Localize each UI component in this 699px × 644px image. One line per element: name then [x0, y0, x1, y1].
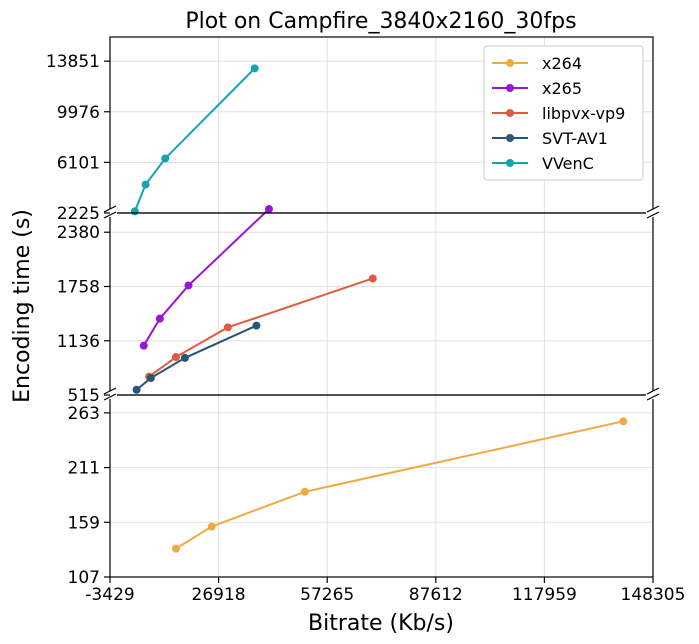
data-point [141, 180, 150, 189]
series-x264 [171, 417, 628, 553]
chart-title: Plot on Campfire_3840x2160_30fps [185, 9, 576, 34]
series-svt-av1 [132, 321, 261, 394]
legend-label: x264 [542, 54, 582, 73]
series-line [175, 420, 624, 550]
data-point [132, 385, 141, 394]
data-point [139, 341, 148, 350]
y-tick-label: 107 [68, 568, 100, 588]
data-point [184, 281, 193, 290]
series-line [142, 208, 270, 347]
legend-label: VVenC [542, 154, 594, 173]
legend-label: libpvx-vp9 [542, 104, 625, 123]
data-point [223, 323, 232, 332]
legend-box [483, 45, 644, 181]
data-point [161, 154, 170, 163]
data-point [155, 314, 164, 323]
data-point [619, 417, 628, 426]
legend-item: VVenC [492, 154, 594, 173]
y-tick-label: 1758 [57, 277, 100, 297]
y-tick-label: 263 [68, 404, 100, 424]
x-tick-label: 117959 [512, 585, 577, 605]
data-point [171, 544, 180, 553]
y-axis: 2225 6101 9976 13851 515 1136 1758 2380 107 159 21… [46, 52, 110, 588]
legend-item: libpvx-vp9 [492, 104, 625, 123]
data-point [368, 274, 377, 283]
series-libpvx-vp9 [145, 274, 377, 381]
legend-item: SVT-AV1 [492, 129, 608, 148]
legend: x264 x265 libpvx-vp9 SVT-AV1 VVenC [483, 45, 644, 181]
data-point [250, 64, 259, 73]
legend-label: x265 [542, 79, 582, 98]
legend-item: x264 [492, 54, 582, 73]
x-axis: -3429 26918 57265 87612 117959 148305 [85, 577, 685, 605]
y-axis-label: Encoding time (s) [10, 209, 35, 403]
x-tick-label: 26918 [192, 585, 246, 605]
data-point [171, 353, 180, 362]
legend-label: SVT-AV1 [542, 129, 608, 148]
series-vvenc [130, 64, 259, 216]
data-point [130, 207, 139, 216]
y-tick-label: 1136 [57, 332, 100, 352]
series-x265 [139, 205, 273, 350]
series-line [133, 67, 256, 212]
data-point [207, 522, 216, 531]
y-tick-label: 159 [68, 513, 100, 533]
series-line [135, 324, 257, 391]
data-point [146, 373, 155, 382]
series-layer [130, 64, 628, 553]
data-point [252, 321, 261, 330]
y-tick-label: 6101 [57, 153, 100, 173]
data-point [180, 353, 189, 362]
x-axis-label: Bitrate (Kb/s) [308, 611, 454, 636]
x-tick-label: 57265 [300, 585, 354, 605]
data-point [300, 487, 309, 496]
legend-item: x265 [492, 79, 582, 98]
y-tick-label: 2380 [57, 223, 100, 243]
y-tick-label: 2225 [57, 204, 100, 224]
data-point [264, 205, 273, 214]
y-tick-label: 515 [68, 386, 100, 406]
series-line [148, 277, 374, 378]
y-tick-label: 211 [68, 459, 100, 479]
x-tick-label: 87612 [409, 585, 463, 605]
y-tick-label: 13851 [46, 52, 100, 72]
x-tick-label: -3429 [85, 585, 134, 605]
x-tick-label: 148305 [621, 585, 686, 605]
y-tick-label: 9976 [57, 103, 100, 123]
